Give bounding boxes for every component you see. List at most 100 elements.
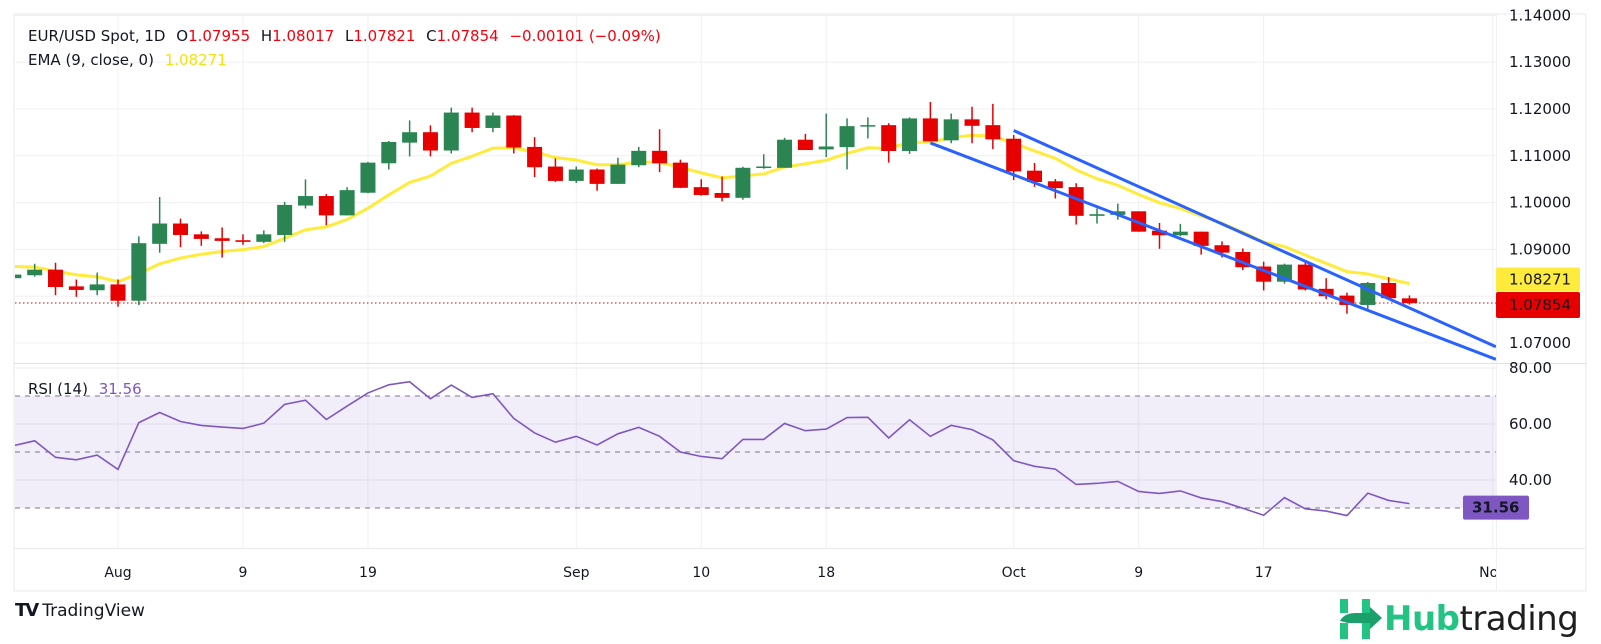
candle-bullish xyxy=(443,107,459,154)
candle-bearish xyxy=(693,179,709,196)
rsi-legend[interactable]: RSI (14) 31.56 xyxy=(28,380,148,398)
ema-legend[interactable]: EMA (9, close, 0) 1.08271 xyxy=(28,51,233,69)
candle-body xyxy=(1193,231,1209,246)
time-tick-label: 19 xyxy=(359,565,377,581)
candle-bearish xyxy=(922,101,938,142)
candle-bearish xyxy=(235,234,251,245)
rsi-tick-label: 60.00 xyxy=(1509,415,1552,433)
symbol-legend: EUR/USD Spot, 1D O1.07955 H1.08017 L1.07… xyxy=(28,27,667,45)
candle-body xyxy=(1089,214,1105,216)
rsi-label: RSI (14) xyxy=(28,380,88,398)
symbol-title[interactable]: EUR/USD Spot, 1D xyxy=(28,27,166,45)
candle-bullish xyxy=(256,230,272,244)
candle-bearish xyxy=(318,194,334,226)
candle-body xyxy=(797,139,813,151)
hubtrading-logo-icon xyxy=(1340,599,1382,639)
candle-body xyxy=(693,187,709,196)
candle-body xyxy=(214,238,230,241)
candle-body xyxy=(297,196,313,206)
high-label: H xyxy=(260,27,273,45)
candle-bullish xyxy=(381,141,397,170)
open-value: 1.07955 xyxy=(188,27,251,45)
candle-bearish xyxy=(672,159,688,189)
candle-body xyxy=(964,119,980,126)
candle-bearish xyxy=(589,168,605,191)
price-axis[interactable]: 1.14000 1.13000 1.12000 1.11000 1.10000 1.090… xyxy=(1509,6,1571,489)
candle-body xyxy=(1006,138,1022,172)
candle-bearish xyxy=(714,176,730,202)
candle-body xyxy=(839,126,855,148)
candle-body xyxy=(1068,187,1084,216)
candle-body xyxy=(527,146,543,168)
candle-bearish xyxy=(1152,222,1167,249)
candle-bullish xyxy=(1172,223,1188,237)
candle-body xyxy=(1381,283,1397,299)
candle-body xyxy=(172,223,188,235)
close-value: 1.07854 xyxy=(436,27,499,45)
candle-body xyxy=(402,132,418,143)
candle-bearish xyxy=(1006,134,1022,181)
rsi-tick-label: 40.00 xyxy=(1509,471,1552,489)
candle-body xyxy=(422,132,438,151)
candle-body xyxy=(235,240,251,242)
candle-bullish xyxy=(485,112,501,133)
time-tick-label: 9 xyxy=(1134,565,1143,581)
candle-body xyxy=(1152,230,1167,236)
candle-bearish xyxy=(964,106,980,144)
change-value: −0.00101 (−0.09%) xyxy=(509,27,661,45)
price-tick-label: 1.07000 xyxy=(1509,334,1571,352)
price-tick-label: 1.11000 xyxy=(1509,147,1571,165)
candle-body xyxy=(256,234,272,242)
rsi-pane xyxy=(15,380,1496,517)
candle-body xyxy=(48,269,64,288)
candle-body xyxy=(381,141,397,164)
price-tick-label: 1.09000 xyxy=(1509,240,1571,258)
channel-line-upper xyxy=(1013,129,1496,349)
candle-bearish xyxy=(881,123,897,163)
candle-body xyxy=(652,150,668,164)
candle-body xyxy=(15,274,22,279)
candle-body xyxy=(714,193,730,198)
candle-body xyxy=(943,119,959,141)
candle-bullish xyxy=(818,113,834,158)
candle-body xyxy=(1339,295,1355,305)
candle-bullish xyxy=(339,187,355,216)
candle-body xyxy=(672,162,688,188)
candle-body xyxy=(443,112,459,151)
candle-body xyxy=(589,169,605,184)
candle-body xyxy=(339,190,355,216)
tradingview-logo-text: TradingView xyxy=(42,600,145,621)
candle-bearish xyxy=(48,262,64,296)
candle-bullish xyxy=(131,236,147,305)
candle-body xyxy=(777,139,793,168)
last-price-badge-text: 1.07854 xyxy=(1509,296,1571,314)
tradingview-logo-icon: TV xyxy=(15,600,39,621)
rsi-badge-text: 31.56 xyxy=(1472,499,1519,517)
candle-bullish xyxy=(360,161,376,194)
candle-bullish xyxy=(15,274,22,279)
tradingview-logo[interactable]: TV TradingView xyxy=(15,600,145,621)
candle-body xyxy=(89,284,105,291)
candle-body xyxy=(1172,231,1188,236)
candle-body xyxy=(902,118,918,151)
candle-body xyxy=(547,166,563,181)
ema-value: 1.08271 xyxy=(164,51,227,69)
candle-bearish xyxy=(68,279,84,297)
time-tick-label: 9 xyxy=(239,565,248,581)
candle-body xyxy=(277,204,293,235)
candle-body xyxy=(318,196,334,216)
candle-bullish xyxy=(89,272,105,296)
candle-bullish xyxy=(777,137,793,168)
candle-bullish xyxy=(735,166,751,200)
candle-body xyxy=(881,125,897,151)
hubtrading-text-trading: trading xyxy=(1459,599,1579,639)
time-tick-label: Aug xyxy=(104,565,131,581)
candle-bearish xyxy=(172,218,188,248)
candle-body xyxy=(610,164,626,184)
ema-badge-text: 1.08271 xyxy=(1509,271,1571,289)
time-tick-label: 10 xyxy=(692,565,710,581)
time-axis[interactable]: Aug 9 19 Sep 10 18 Oct 9 17 Nov xyxy=(104,565,1506,581)
rsi-value: 31.56 xyxy=(98,380,142,398)
ema-price-badge: 1.08271 xyxy=(1496,267,1580,292)
